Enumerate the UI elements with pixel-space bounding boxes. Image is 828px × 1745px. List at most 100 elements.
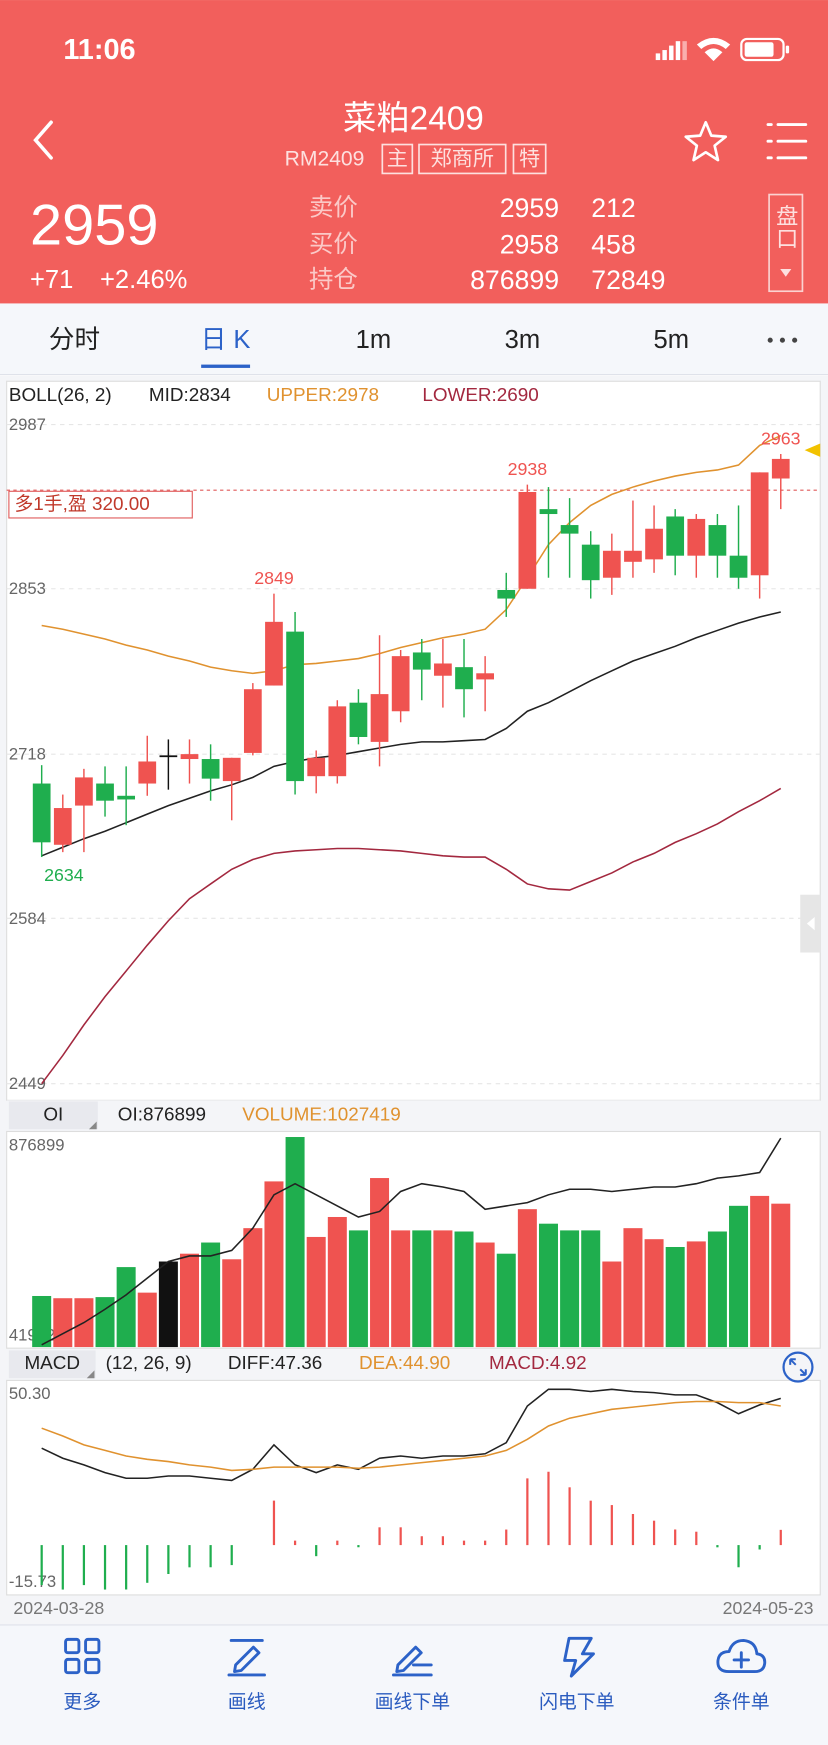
icon-conditional-order [716, 1639, 767, 1674]
order-book-button[interactable]: 盘口 [768, 193, 804, 293]
tab[interactable]: 5m [654, 326, 689, 354]
volume-bar [602, 1261, 622, 1348]
toolbar-label: 画线 [228, 1691, 266, 1713]
candle-body [645, 528, 663, 560]
candle-body [518, 491, 537, 589]
tag: 主 [387, 146, 408, 170]
volume-bar [412, 1230, 432, 1348]
candle-body [455, 667, 473, 690]
candle-body [412, 652, 431, 670]
tab[interactable]: 1m [356, 326, 392, 354]
legend-entry: MID:2834 [149, 385, 231, 406]
menu-button[interactable] [766, 123, 808, 160]
candle-body [391, 656, 410, 712]
toolbar-label: 闪电下单 [539, 1691, 615, 1713]
tag: 郑商所 [431, 146, 494, 170]
position-label: 多1手,盈 320.00 [14, 493, 149, 515]
indicator-selector[interactable] [8, 1101, 98, 1130]
candle-body [32, 783, 51, 843]
candle-body [75, 777, 93, 806]
plots: 2987 2853 2718 2584 2449 BOLL(26, 2) MID:2834 U… [6, 385, 821, 1618]
candle-body [560, 525, 579, 534]
x-tick-label: 2024-03-28 [13, 1598, 104, 1618]
panel-header [6, 1100, 821, 1132]
toolbar-item[interactable]: 闪电下单 [539, 1636, 615, 1713]
volume-bar [137, 1292, 157, 1348]
candle-body [307, 757, 326, 777]
series-line [41, 1137, 782, 1346]
volume-bar [32, 1295, 52, 1348]
candle-body [602, 550, 621, 578]
tab-bar [0, 303, 828, 375]
volume-bar [475, 1242, 495, 1348]
tab[interactable]: 分时 [49, 326, 100, 354]
y-tick-label: 2987 [9, 415, 46, 434]
favorite-button[interactable] [684, 120, 728, 162]
quote-value: 72849 [591, 265, 665, 295]
toolbar-item[interactable]: 条件单 [713, 1639, 770, 1713]
back-button[interactable] [33, 120, 53, 160]
indicator-title: MACD [24, 1353, 80, 1374]
legend-entry: DIFF:47.36 [228, 1353, 322, 1374]
candle-body [497, 589, 516, 599]
icon-draw-order [391, 1645, 433, 1677]
tag-boxes [381, 143, 547, 175]
series-line [41, 1388, 781, 1482]
volume-bar [538, 1223, 558, 1348]
legend-entry: DEA:44.90 [359, 1353, 450, 1374]
toolbar-item[interactable]: 更多 [63, 1637, 101, 1713]
volume-bar [707, 1231, 727, 1348]
series-line [41, 787, 782, 1085]
candle-body [96, 783, 114, 801]
more-tabs[interactable] [767, 337, 798, 343]
y-tick-label: 2718 [9, 745, 46, 764]
candle-body [138, 761, 157, 784]
volume-bar [644, 1239, 664, 1348]
volume-bar [179, 1253, 199, 1348]
y-tick-label: 2853 [9, 579, 46, 598]
tab[interactable]: 3m [505, 326, 541, 354]
macd-panel [6, 1379, 821, 1596]
legend-entry: UPPER:2978 [267, 385, 379, 406]
button-label: 盘口 [773, 204, 798, 249]
legend-entry: VOLUME:1027419 [242, 1104, 400, 1125]
indicator-selector[interactable] [8, 1350, 96, 1379]
indicator-title: BOLL(26, 2) [9, 385, 112, 406]
quote-value: 212 [591, 193, 635, 223]
volume-bar [581, 1230, 601, 1348]
volume-bar [370, 1178, 390, 1348]
legend-entry: LOWER:2690 [422, 385, 538, 406]
volume-bar [665, 1246, 685, 1348]
high-label: 2938 [508, 459, 548, 479]
button-caret [780, 269, 792, 277]
toolbar-label: 条件单 [713, 1691, 770, 1713]
toolbar-item[interactable]: 画线 [227, 1639, 266, 1713]
volume-bar [158, 1261, 178, 1348]
candle-body [243, 689, 262, 753]
y-tick-label: 876899 [9, 1135, 65, 1154]
price-change-percent: +2.46% [100, 266, 187, 294]
candle-body [729, 555, 748, 578]
indicator-params: (12, 26, 9) [106, 1353, 192, 1374]
expand-arrows [789, 1358, 807, 1376]
status-icons [655, 37, 790, 62]
volume-bar [771, 1203, 791, 1348]
volume-bar [327, 1216, 347, 1348]
icon-flash-order [563, 1636, 595, 1678]
candle-body [201, 759, 220, 779]
handle-caret [806, 916, 815, 931]
toolbar-item[interactable]: 画线下单 [375, 1645, 451, 1713]
volume-bar [201, 1242, 221, 1348]
volume-bar [116, 1267, 136, 1348]
y-tick-label: 2449 [9, 1074, 46, 1093]
tab[interactable]: 日 K [201, 326, 251, 354]
quote-value: 2958 [500, 230, 559, 260]
volume-bar [496, 1253, 516, 1348]
volume-bar [623, 1228, 643, 1348]
expand-button[interactable] [782, 1351, 814, 1383]
candle-body [771, 458, 790, 479]
volume-bar [560, 1230, 580, 1348]
candle-body [581, 544, 600, 581]
position-box [8, 490, 193, 519]
candle-body [222, 757, 241, 782]
